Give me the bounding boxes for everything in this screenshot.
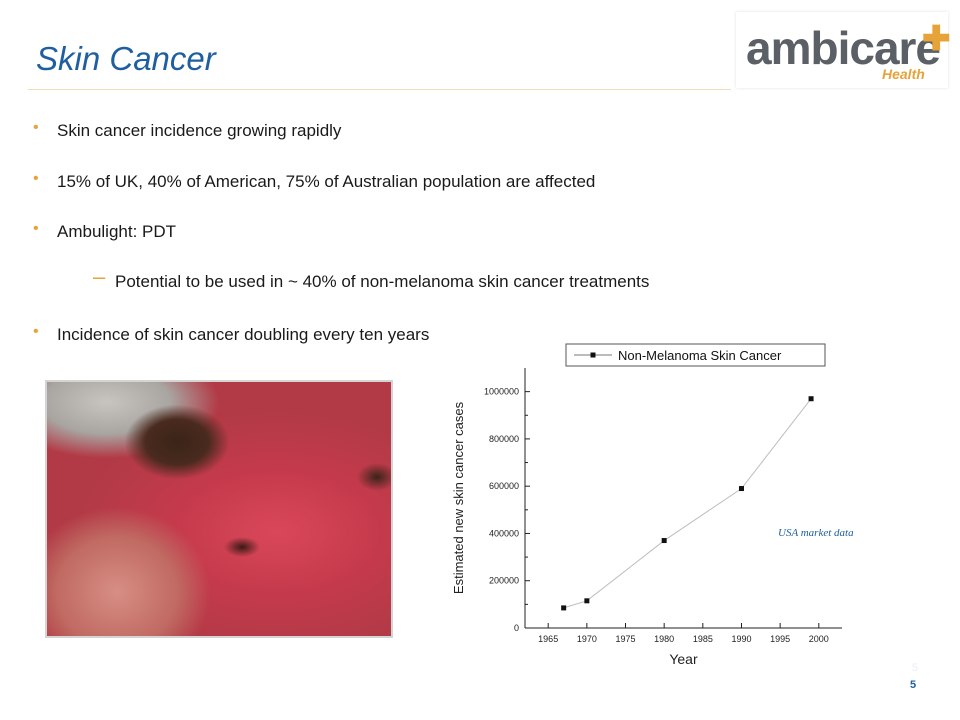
- bullet-item: • Incidence of skin cancer doubling ever…: [33, 323, 430, 345]
- bullet-dot-icon: •: [33, 220, 39, 237]
- skin-cancer-photo: [45, 380, 393, 638]
- y-tick-label: 0: [514, 623, 519, 633]
- ambicare-logo: ambicare ✚ Health: [736, 12, 951, 88]
- y-tick-label: 600000: [489, 481, 519, 491]
- legend-box: [565, 343, 826, 367]
- x-axis-label: Year: [669, 651, 698, 667]
- bullet-dot-icon: •: [33, 119, 39, 136]
- line-chart: 0 200000 400000 600000 800000 1000000 1965 1970…: [441, 336, 858, 684]
- page-number: 5: [910, 679, 917, 691]
- slide-title: Skin Cancer: [36, 40, 216, 77]
- data-point: [661, 538, 667, 544]
- y-tick-label: 800000: [489, 434, 519, 444]
- chart-svg: 0 200000 400000 600000 800000 1000000 1965 1970…: [451, 343, 842, 667]
- market-data-note: USA market data: [778, 527, 854, 539]
- bullet-item: • 15% of UK, 40% of American, 75% of Aus…: [33, 170, 596, 192]
- bullet-text: Incidence of skin cancer doubling every …: [57, 325, 430, 344]
- y-tick-label: 200000: [489, 576, 519, 586]
- x-tick-label: 1990: [731, 634, 751, 644]
- bullet-text: Skin cancer incidence growing rapidly: [57, 121, 342, 140]
- x-tick-label: 2000: [809, 634, 829, 644]
- bullet-text: Ambulight: PDT: [57, 222, 177, 241]
- bullet-dash-icon: –: [93, 264, 106, 289]
- page-number-shadow: 5: [912, 662, 919, 674]
- x-tick-label: 1980: [654, 634, 674, 644]
- bullet-item: • Skin cancer incidence growing rapidly: [33, 119, 342, 141]
- legend-marker: [590, 352, 596, 358]
- bullet-dot-icon: •: [33, 170, 39, 187]
- sub-bullet-item: – Potential to be used in ~ 40% of non-m…: [93, 264, 650, 292]
- x-tick-label: 1995: [770, 634, 790, 644]
- bullet-text: 15% of UK, 40% of American, 75% of Austr…: [57, 172, 596, 191]
- data-point: [584, 598, 590, 604]
- data-point: [561, 605, 567, 611]
- logo-subtitle: Health: [882, 66, 925, 82]
- series-line: [563, 398, 812, 609]
- x-tick-label: 1965: [538, 634, 558, 644]
- bullet-dot-icon: •: [33, 323, 39, 340]
- bullet-item: • Ambulight: PDT: [33, 220, 177, 242]
- legend-label: Non-Melanoma Skin Cancer: [618, 348, 782, 363]
- x-tick-label: 1985: [693, 634, 713, 644]
- x-tick-label: 1975: [615, 634, 635, 644]
- y-axis-label: Estimated new skin cancer cases: [451, 401, 466, 594]
- y-tick-label: 1000000: [484, 387, 519, 397]
- logo-plus-icon: ✚: [922, 20, 951, 58]
- data-point: [808, 396, 814, 402]
- logo-wordmark: ambicare: [746, 22, 941, 74]
- bullet-text: Potential to be used in ~ 40% of non-mel…: [115, 272, 650, 291]
- y-tick-label: 400000: [489, 528, 519, 538]
- x-tick-label: 1970: [577, 634, 597, 644]
- title-divider: [28, 89, 731, 90]
- data-point: [738, 486, 744, 492]
